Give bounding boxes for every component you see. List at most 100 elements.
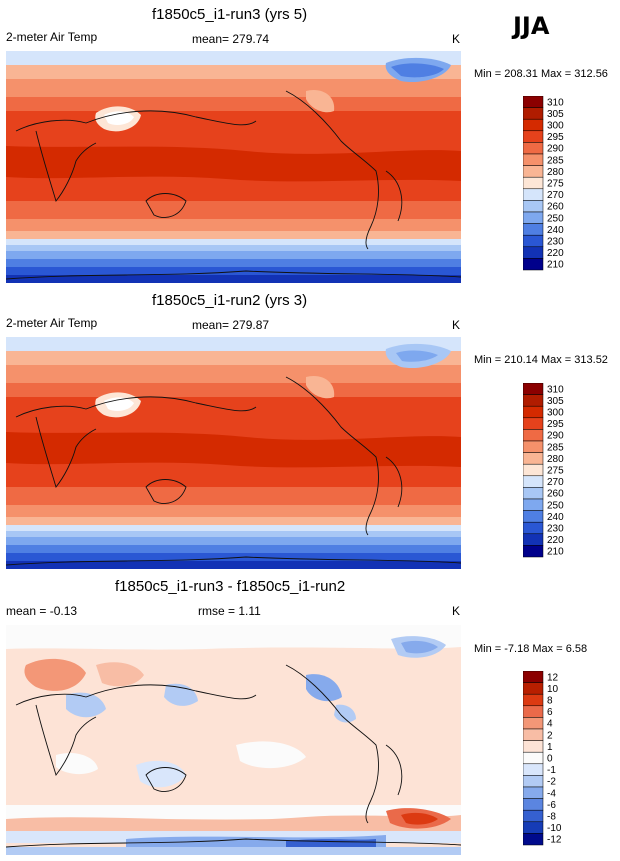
colorbar-tick-label: 260 <box>547 489 564 500</box>
colorbar-swatch <box>523 96 544 108</box>
panel2-mean: mean= 279.87 <box>192 318 270 332</box>
colorbar-tick-label: 300 <box>547 408 564 419</box>
colorbar-tick-label: 295 <box>547 419 564 430</box>
colorbar-swatch <box>523 763 544 776</box>
panel3-units: K <box>452 604 461 618</box>
panel2-title: f1850c5_i1-run2 (yrs 3) <box>152 292 308 309</box>
panel1-minmax: Min = 208.31 Max = 312.56 <box>474 68 608 80</box>
colorbar-tick-label: 12 <box>547 672 559 683</box>
panel1-map <box>6 51 461 283</box>
season-label: JJA <box>513 12 550 40</box>
colorbar-swatch <box>523 130 544 143</box>
colorbar-tick-label: 260 <box>547 202 564 213</box>
colorbar-tick-label: 275 <box>547 466 564 477</box>
colorbar-tick-label: 305 <box>547 109 564 120</box>
colorbar-swatch <box>523 475 544 488</box>
colorbar-tick-label: 0 <box>547 754 553 765</box>
colorbar-tick-label: 230 <box>547 524 564 535</box>
colorbar-tick-label: 275 <box>547 179 564 190</box>
panel3-rmse: rmse = 1.11 <box>198 604 261 618</box>
colorbar-tick-label: 10 <box>547 684 559 695</box>
panel1-title: f1850c5_i1-run3 (yrs 5) <box>152 6 308 23</box>
colorbar-swatch <box>523 809 544 823</box>
colorbar-swatch <box>523 440 544 453</box>
colorbar-swatch <box>523 498 544 511</box>
panel1-units: K <box>452 32 461 46</box>
colorbar-swatch <box>523 200 544 213</box>
panel3-minmax: Min = -7.18 Max = 6.58 <box>474 643 588 655</box>
colorbar-tick-label: 230 <box>547 237 564 248</box>
colorbar-swatch <box>523 246 544 259</box>
colorbar-swatch <box>523 487 544 500</box>
colorbar-swatch <box>523 118 544 132</box>
colorbar-tick-label: 285 <box>547 155 564 166</box>
colorbar-tick-label: -8 <box>547 812 556 823</box>
colorbar-swatch <box>523 234 544 248</box>
colorbar-swatch <box>523 405 544 419</box>
colorbar-swatch <box>523 705 544 718</box>
panel2-minmax: Min = 210.14 Max = 313.52 <box>474 354 608 366</box>
colorbar-tick-label: -4 <box>547 788 556 799</box>
colorbar-swatch <box>523 107 544 120</box>
colorbar-tick-label: 240 <box>547 225 564 236</box>
panel1-coastlines <box>6 90 461 280</box>
panel1-colorbar: 3103053002952902852802752702602502402302… <box>523 96 564 271</box>
colorbar-swatch <box>523 833 544 846</box>
colorbar-swatch <box>523 258 544 271</box>
colorbar-swatch <box>523 682 544 695</box>
colorbar-tick-label: 280 <box>547 454 564 465</box>
panel1-colorbar-rects <box>523 96 544 271</box>
colorbar-swatch <box>523 533 544 546</box>
panel3-mean: mean = -0.13 <box>6 604 78 618</box>
colorbar-swatch <box>523 671 544 683</box>
colorbar-swatch <box>523 394 544 407</box>
colorbar-tick-label: 295 <box>547 132 564 143</box>
colorbar-swatch <box>523 728 544 741</box>
panel1-colorbar-labels: 3103053002952902852802752702602502402302… <box>547 97 564 270</box>
colorbar-tick-label: 250 <box>547 213 564 224</box>
colorbar-tick-label: -1 <box>547 765 556 776</box>
panel3-coastlines <box>6 664 461 848</box>
colorbar-tick-label: 310 <box>547 97 564 108</box>
colorbar-tick-label: 210 <box>547 260 564 271</box>
colorbar-tick-label: -10 <box>547 823 562 834</box>
colorbar-swatch <box>523 429 544 442</box>
colorbar-swatch <box>523 165 544 178</box>
colorbar-swatch <box>523 153 544 166</box>
colorbar-swatch <box>523 751 544 765</box>
colorbar-tick-label: 8 <box>547 696 553 707</box>
panel1-field <box>6 51 461 283</box>
colorbar-swatch <box>523 176 544 190</box>
colorbar-tick-label: 6 <box>547 707 553 718</box>
colorbar-tick-label: 240 <box>547 512 564 523</box>
colorbar-swatch <box>523 188 544 201</box>
colorbar-tick-label: 220 <box>547 248 564 259</box>
colorbar-swatch <box>523 798 544 811</box>
colorbar-swatch <box>523 142 544 155</box>
colorbar-swatch <box>523 545 544 558</box>
colorbar-tick-label: 2 <box>547 730 553 741</box>
panel2-map <box>6 337 461 569</box>
panel3-title: f1850c5_i1-run3 - f1850c5_i1-run2 <box>115 578 346 595</box>
colorbar-tick-label: -12 <box>547 835 562 846</box>
colorbar-tick-label: 285 <box>547 442 564 453</box>
colorbar-swatch <box>523 223 544 236</box>
panel2-colorbar-rects <box>523 383 544 558</box>
panel2-colorbar-labels: 3103053002952902852802752702602502402302… <box>547 384 564 557</box>
colorbar-tick-label: 290 <box>547 431 564 442</box>
colorbar-tick-label: 300 <box>547 121 564 132</box>
panel3-field <box>6 625 461 855</box>
panel2-colorbar: 3103053002952902852802752702602502402302… <box>523 383 564 558</box>
colorbar-swatch <box>523 521 544 535</box>
colorbar-swatch <box>523 463 544 477</box>
colorbar-swatch <box>523 821 544 834</box>
colorbar-swatch <box>523 510 544 523</box>
panel3-map <box>6 625 461 855</box>
colorbar-tick-label: 250 <box>547 500 564 511</box>
colorbar-swatch <box>523 383 544 395</box>
colorbar-tick-label: 220 <box>547 535 564 546</box>
colorbar-tick-label: -2 <box>547 777 556 788</box>
panel2-variable: 2-meter Air Temp <box>6 316 98 330</box>
